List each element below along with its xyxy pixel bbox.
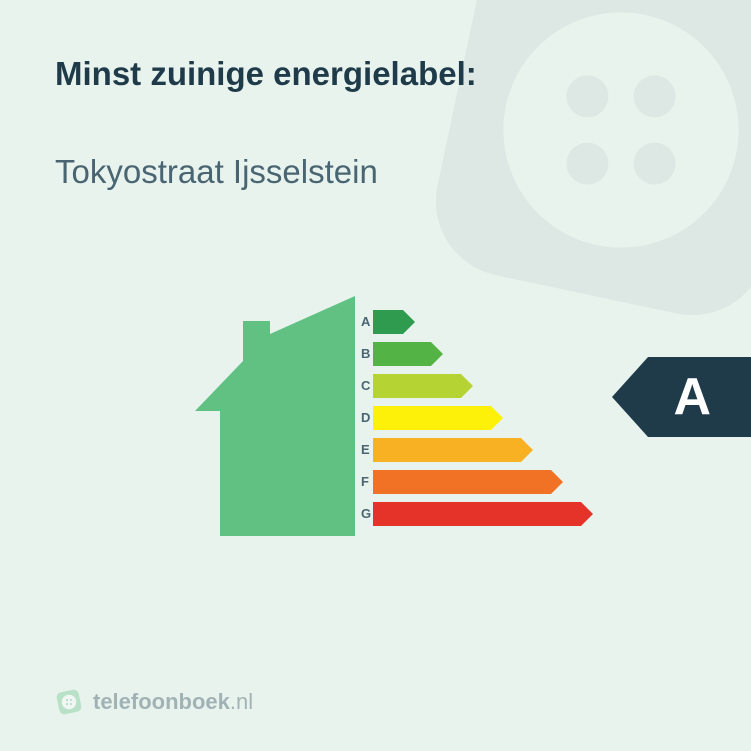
energy-bars: A B C D E F G: [355, 306, 593, 530]
energy-bar-d: D: [355, 402, 593, 433]
bar-label: F: [355, 474, 373, 489]
bar-shape: [373, 374, 473, 398]
bar-label: E: [355, 442, 373, 457]
bar-label: B: [355, 346, 373, 361]
energy-label-chart: A B C D E F G: [55, 271, 696, 551]
page-title: Minst zuinige energielabel:: [55, 55, 696, 93]
energy-bar-c: C: [355, 370, 593, 401]
energy-bar-e: E: [355, 434, 593, 465]
bar-label: C: [355, 378, 373, 393]
bar-shape: [373, 342, 443, 366]
bar-shape: [373, 470, 563, 494]
energy-bar-a: A: [355, 306, 593, 337]
energy-bar-b: B: [355, 338, 593, 369]
location-subtitle: Tokyostraat Ijsselstein: [55, 153, 696, 191]
card-content: Minst zuinige energielabel: Tokyostraat …: [0, 0, 751, 751]
energy-bar-f: F: [355, 466, 593, 497]
bar-label: D: [355, 410, 373, 425]
bar-shape: [373, 502, 593, 526]
bar-shape: [373, 438, 533, 462]
bar-shape: [373, 310, 415, 334]
house-icon: [195, 296, 355, 536]
bar-label: G: [355, 506, 373, 521]
energy-bar-g: G: [355, 498, 593, 529]
bar-shape: [373, 406, 503, 430]
bar-label: A: [355, 314, 373, 329]
